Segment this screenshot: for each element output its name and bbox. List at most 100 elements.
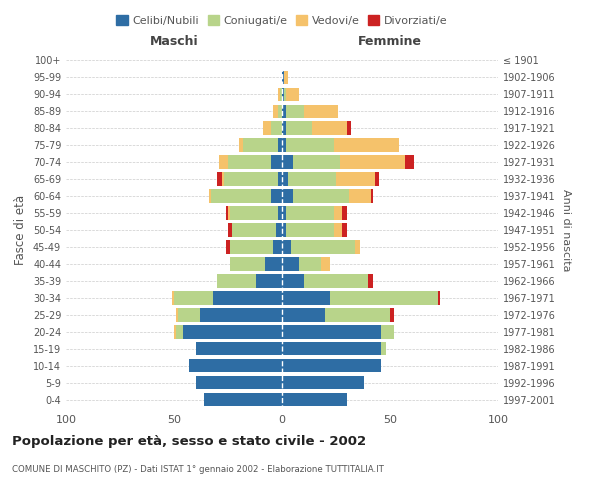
Bar	[282, 376, 364, 390]
Bar	[200, 308, 282, 322]
Bar	[343, 224, 347, 236]
Y-axis label: Fasce di età: Fasce di età	[14, 195, 27, 265]
Bar	[286, 206, 334, 220]
Bar	[371, 190, 373, 202]
Bar	[263, 122, 271, 134]
Bar	[209, 190, 211, 202]
Bar	[189, 359, 282, 372]
Text: Femmine: Femmine	[358, 36, 422, 49]
Bar	[286, 138, 334, 151]
Bar	[278, 138, 282, 151]
Bar	[275, 224, 282, 236]
Bar	[375, 172, 379, 186]
Bar	[176, 326, 182, 338]
Y-axis label: Anni di nascita: Anni di nascita	[561, 188, 571, 271]
Bar	[293, 156, 340, 168]
Bar	[230, 206, 278, 220]
Bar	[217, 172, 221, 186]
Bar	[282, 138, 286, 151]
Bar	[282, 342, 382, 355]
Bar	[349, 190, 371, 202]
Bar	[232, 224, 275, 236]
Bar	[243, 138, 278, 151]
Bar	[265, 258, 282, 270]
Text: COMUNE DI MASCHITO (PZ) - Dati ISTAT 1° gennaio 2002 - Elaborazione TUTTITALIA.I: COMUNE DI MASCHITO (PZ) - Dati ISTAT 1° …	[12, 465, 384, 474]
Bar	[282, 190, 293, 202]
Bar	[390, 308, 394, 322]
Bar	[286, 104, 304, 118]
Bar	[221, 172, 224, 186]
Bar	[271, 122, 282, 134]
Bar	[293, 190, 349, 202]
Bar	[405, 156, 414, 168]
Bar	[196, 376, 282, 390]
Bar	[213, 292, 282, 304]
Bar	[230, 240, 274, 254]
Bar	[282, 156, 293, 168]
Legend: Celibi/Nubili, Coniugati/e, Vedovi/e, Divorziati/e: Celibi/Nubili, Coniugati/e, Vedovi/e, Di…	[112, 10, 452, 30]
Bar	[256, 274, 282, 287]
Bar	[336, 172, 375, 186]
Bar	[382, 342, 386, 355]
Bar	[228, 156, 271, 168]
Bar	[196, 342, 282, 355]
Bar	[284, 70, 289, 84]
Bar	[282, 224, 286, 236]
Bar	[226, 206, 228, 220]
Bar	[282, 359, 382, 372]
Bar	[286, 122, 312, 134]
Bar	[334, 206, 343, 220]
Bar	[286, 88, 299, 101]
Bar	[282, 172, 289, 186]
Bar	[282, 393, 347, 406]
Bar	[282, 274, 304, 287]
Bar	[282, 70, 284, 84]
Text: Maschi: Maschi	[149, 36, 199, 49]
Bar	[282, 240, 290, 254]
Bar	[178, 308, 200, 322]
Bar	[204, 393, 282, 406]
Bar	[329, 292, 437, 304]
Bar	[325, 308, 390, 322]
Bar	[230, 258, 265, 270]
Bar	[282, 308, 325, 322]
Bar	[284, 88, 286, 101]
Bar	[278, 206, 282, 220]
Bar	[286, 224, 334, 236]
Bar	[239, 138, 243, 151]
Bar	[226, 240, 230, 254]
Bar	[217, 274, 256, 287]
Bar	[304, 104, 338, 118]
Bar	[282, 122, 286, 134]
Bar	[289, 172, 336, 186]
Bar	[228, 224, 232, 236]
Bar	[271, 156, 282, 168]
Bar	[343, 206, 347, 220]
Bar	[282, 326, 382, 338]
Bar	[437, 292, 440, 304]
Bar	[290, 240, 355, 254]
Bar	[334, 138, 398, 151]
Bar	[278, 172, 282, 186]
Bar	[182, 326, 282, 338]
Bar	[299, 258, 321, 270]
Bar	[220, 156, 228, 168]
Bar	[382, 326, 394, 338]
Bar	[274, 104, 278, 118]
Bar	[282, 206, 286, 220]
Bar	[304, 274, 368, 287]
Bar	[172, 292, 174, 304]
Bar	[355, 240, 360, 254]
Bar	[228, 206, 230, 220]
Bar	[321, 258, 329, 270]
Bar	[340, 156, 405, 168]
Bar	[274, 240, 282, 254]
Bar	[282, 258, 299, 270]
Bar	[282, 104, 286, 118]
Bar	[211, 190, 271, 202]
Bar	[280, 88, 282, 101]
Bar	[282, 292, 329, 304]
Bar	[312, 122, 347, 134]
Bar	[174, 292, 213, 304]
Bar	[278, 88, 280, 101]
